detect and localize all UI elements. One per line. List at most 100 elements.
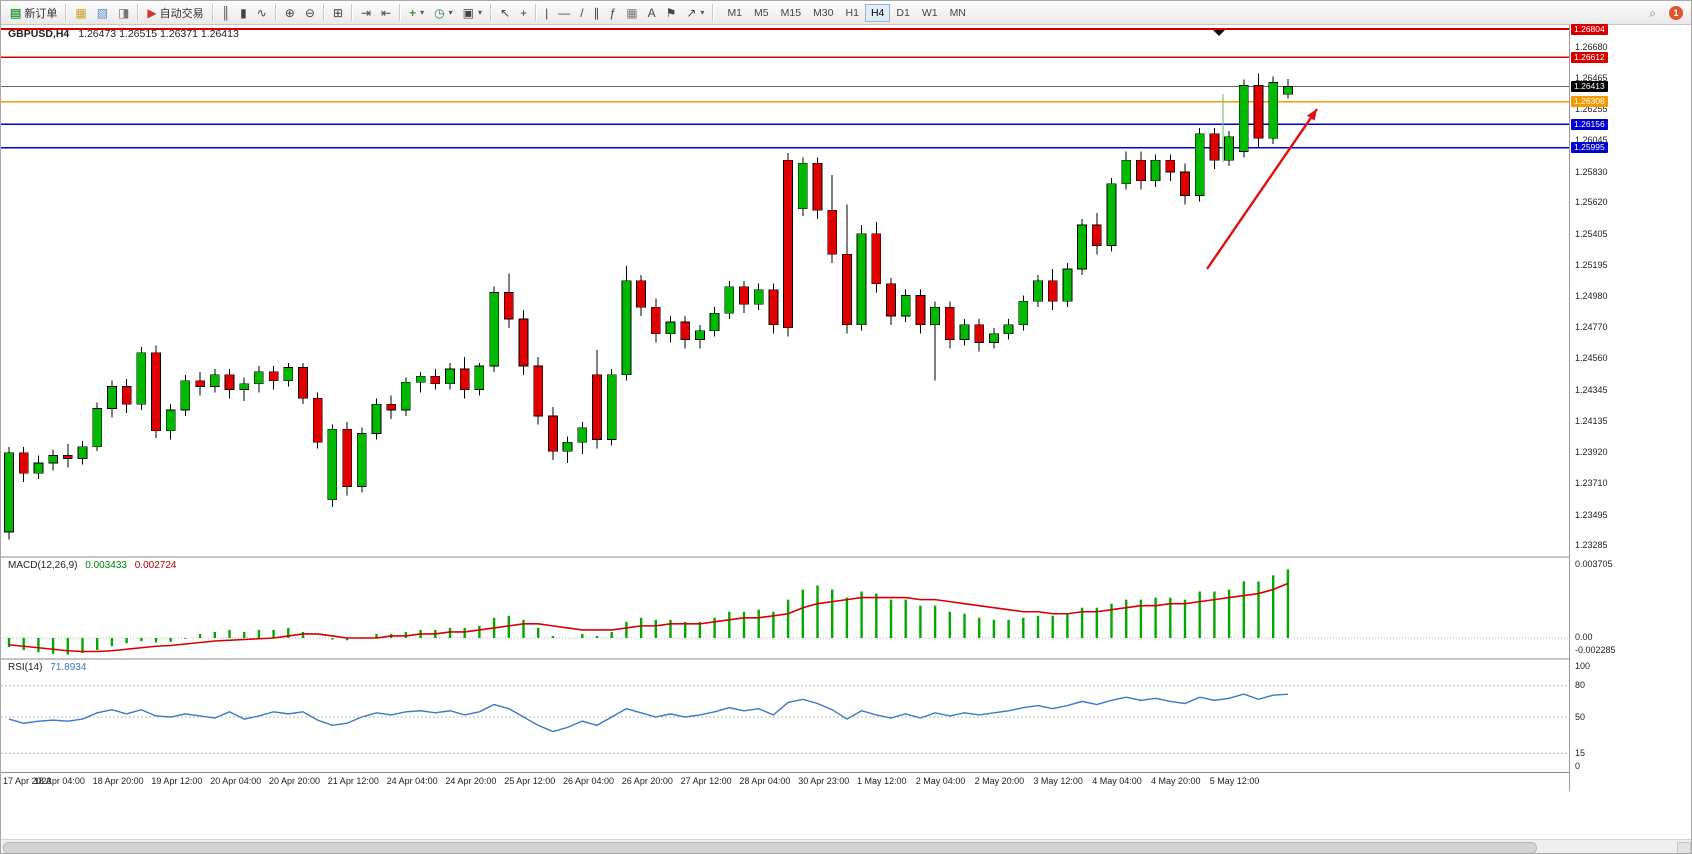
tile-windows-button[interactable]: ⊞ bbox=[328, 3, 348, 23]
price-axis[interactable]: 1.26680 1.26465 1.26255 1.26045 1.25830 1.256… bbox=[1569, 23, 1691, 791]
chart-shift-button[interactable]: ⇤ bbox=[376, 3, 396, 23]
axis-scale-label: 1.26045 bbox=[1575, 134, 1608, 145]
trendline-button[interactable]: / bbox=[575, 3, 588, 23]
line-chart-icon: ∿ bbox=[256, 5, 267, 20]
timeframe-h1[interactable]: H1 bbox=[840, 4, 865, 22]
text-tool-icon: A bbox=[647, 5, 656, 20]
price-tag: 1.26612 bbox=[1571, 51, 1608, 63]
label-tool-button[interactable]: ⚑ bbox=[661, 3, 682, 23]
time-label: 30 Apr 23:00 bbox=[798, 776, 850, 786]
timeframe-h4[interactable]: H4 bbox=[864, 3, 891, 22]
profiles-button[interactable]: ▧ bbox=[92, 3, 113, 23]
toolbar: ▤ 新订单 ▦ ▧ ◨ ▶ 自动交易 ║ ▮ ∿ ⊕ ⊖ ⊞ ⇥ ⇤ + ▾ ◷ ▾… bbox=[1, 1, 1691, 25]
tile-windows-icon: ⊞ bbox=[332, 5, 343, 20]
axis-scale-label: 1.24770 bbox=[1575, 322, 1608, 333]
time-label: 20 Apr 20:00 bbox=[269, 776, 321, 786]
notification-badge[interactable]: 1 bbox=[1669, 5, 1683, 20]
shapes-button[interactable]: ▦ bbox=[621, 3, 642, 23]
price-tag: 1.26804 bbox=[1571, 23, 1608, 35]
indicators-icon: + bbox=[409, 5, 417, 20]
candlestick-chart-button[interactable]: ▮ bbox=[235, 3, 252, 23]
price-tag: 1.26156 bbox=[1571, 118, 1608, 130]
new-order-button[interactable]: ▤ 新订单 bbox=[5, 3, 62, 23]
text-tool-button[interactable]: A bbox=[643, 3, 661, 23]
rsi-name: RSI(14) bbox=[8, 662, 43, 673]
time-label: 1 May 12:00 bbox=[857, 776, 907, 786]
indicators-button[interactable]: + ▾ bbox=[404, 3, 429, 23]
fibonacci-button[interactable]: ƒ bbox=[605, 3, 622, 23]
channel-button[interactable]: ∥ bbox=[589, 3, 605, 23]
time-label: 4 May 04:00 bbox=[1092, 776, 1142, 786]
time-label: 26 Apr 20:00 bbox=[621, 776, 673, 786]
ohlc-close: 1.26413 bbox=[200, 28, 239, 40]
ohlc-open: 1.26473 bbox=[78, 28, 117, 40]
axis-scale-label: 1.26255 bbox=[1575, 104, 1608, 115]
periods-button[interactable]: ◷ ▾ bbox=[429, 3, 458, 23]
zoom-out-button[interactable]: ⊖ bbox=[300, 3, 320, 23]
fibonacci-icon: ƒ bbox=[609, 5, 617, 20]
templates-icon: ▣ bbox=[462, 5, 474, 20]
horizontal-scrollbar[interactable] bbox=[1, 839, 1691, 853]
terminal-button[interactable]: ◨ bbox=[113, 3, 134, 23]
price-chart[interactable] bbox=[1, 25, 1569, 773]
periods-icon: ◷ bbox=[434, 5, 445, 20]
timeframe-group: M1 M5 M15 M30 H1 H4 D1 W1 MN bbox=[721, 3, 972, 22]
timeframe-mn[interactable]: MN bbox=[944, 4, 972, 22]
axis-scale-label: 80 bbox=[1575, 680, 1586, 691]
toolbar-separator bbox=[274, 4, 277, 21]
line-chart-button[interactable]: ∿ bbox=[252, 3, 272, 23]
time-label: 26 Apr 04:00 bbox=[563, 776, 615, 786]
rsi-value: 71.8934 bbox=[50, 662, 87, 673]
crosshair-icon: + bbox=[520, 5, 528, 20]
chevron-down-icon: ▾ bbox=[700, 8, 705, 17]
axis-scale-label: 1.26465 bbox=[1575, 73, 1608, 84]
chevron-down-icon: ▾ bbox=[420, 8, 425, 17]
search-button[interactable]: ⌕ bbox=[1644, 3, 1661, 23]
horizontal-line-button[interactable]: — bbox=[553, 3, 575, 23]
axis-scale-label: 1.24560 bbox=[1575, 353, 1608, 364]
charts-button[interactable]: ▦ bbox=[70, 3, 91, 23]
new-order-label: 新订单 bbox=[24, 7, 58, 20]
time-label: 17 Apr 2023 bbox=[3, 776, 52, 786]
scrollbar-corner bbox=[1677, 842, 1691, 853]
time-axis[interactable]: 17 Apr 2023 18 Apr 04:00 18 Apr 20:00 19 Ap… bbox=[1, 773, 1569, 791]
charts-icon: ▦ bbox=[75, 5, 87, 20]
cursor-button[interactable]: ↖ bbox=[495, 3, 515, 23]
timeframe-m5[interactable]: M5 bbox=[748, 4, 775, 22]
auto-scroll-button[interactable]: ⇥ bbox=[356, 3, 376, 23]
timeframe-m30[interactable]: M30 bbox=[807, 4, 839, 22]
auto-scroll-icon: ⇥ bbox=[360, 5, 372, 20]
rsi-indicator-label: RSI(14) 71.8934 bbox=[8, 662, 86, 673]
templates-button[interactable]: ▣ ▾ bbox=[458, 3, 487, 23]
shapes-icon: ▦ bbox=[626, 5, 638, 20]
new-order-icon: ▤ bbox=[10, 5, 22, 20]
axis-scale-label: 50 bbox=[1575, 711, 1586, 722]
time-label: 25 Apr 12:00 bbox=[504, 776, 556, 786]
crosshair-button[interactable]: + bbox=[515, 3, 532, 23]
time-label: 19 Apr 12:00 bbox=[151, 776, 203, 786]
bar-chart-button[interactable]: ║ bbox=[217, 3, 236, 23]
channel-icon: ∥ bbox=[593, 5, 600, 20]
axis-scale-label: 0 bbox=[1575, 761, 1581, 771]
timeframe-m1[interactable]: M1 bbox=[721, 4, 748, 22]
timeframe-d1[interactable]: D1 bbox=[890, 4, 915, 22]
time-label: 21 Apr 12:00 bbox=[327, 776, 379, 786]
axis-scale-label: 1.24345 bbox=[1575, 384, 1608, 395]
scrollbar-thumb[interactable] bbox=[3, 842, 1537, 853]
toolbar-separator bbox=[137, 4, 140, 21]
timeframe-w1[interactable]: W1 bbox=[916, 4, 944, 22]
chevron-down-icon: ▾ bbox=[477, 8, 482, 17]
arrows-tool-icon: ↗ bbox=[686, 5, 697, 20]
time-label: 2 May 20:00 bbox=[974, 776, 1025, 786]
candlestick-chart-icon: ▮ bbox=[240, 5, 247, 20]
zoom-in-button[interactable]: ⊕ bbox=[280, 3, 300, 23]
toolbar-separator bbox=[712, 4, 715, 21]
vertical-line-button[interactable]: | bbox=[540, 3, 553, 23]
terminal-icon: ◨ bbox=[118, 5, 130, 20]
arrows-tool-button[interactable]: ↗ ▾ bbox=[681, 3, 709, 23]
profiles-icon: ▧ bbox=[96, 5, 109, 20]
timeframe-m15[interactable]: M15 bbox=[775, 4, 807, 22]
autotrade-button[interactable]: ▶ 自动交易 bbox=[142, 3, 208, 23]
autotrade-label: 自动交易 bbox=[159, 7, 204, 20]
